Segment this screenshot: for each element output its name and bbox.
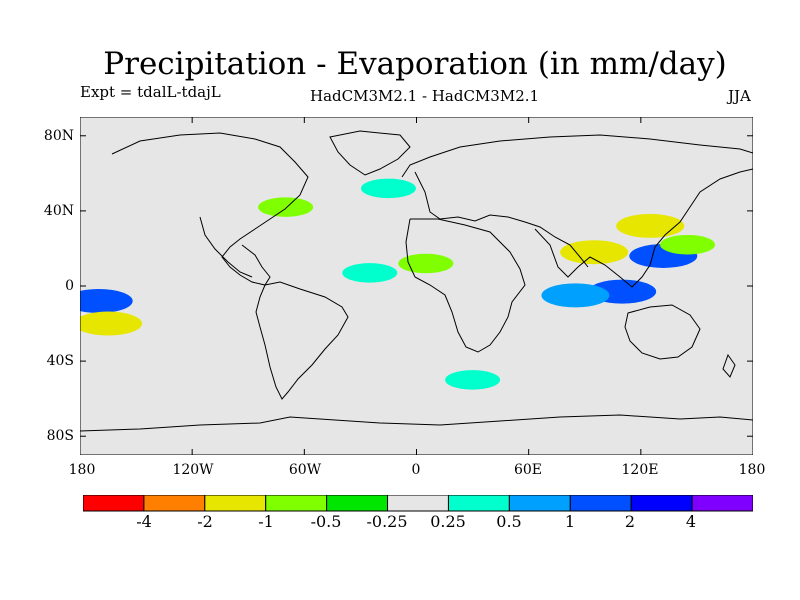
contour-region bbox=[541, 283, 610, 308]
axis-ticks bbox=[80, 117, 753, 455]
colorbar-swatch bbox=[265, 495, 328, 512]
contour-region bbox=[660, 234, 716, 255]
contour-region bbox=[80, 311, 143, 336]
eurasia-coast bbox=[401, 134, 753, 178]
season-label: JJA bbox=[728, 87, 751, 105]
contour-region bbox=[80, 289, 133, 314]
lat-label-80s: 80S bbox=[46, 428, 74, 444]
lon-label-180e: 180 bbox=[738, 462, 766, 478]
new-zealand-coast bbox=[722, 353, 736, 378]
lon-label-60e: 60E bbox=[513, 462, 543, 478]
colorbar bbox=[83, 495, 753, 512]
lon-label-180w: 180 bbox=[68, 462, 96, 478]
contour-region bbox=[560, 240, 629, 265]
lat-label-0: 0 bbox=[65, 278, 74, 294]
experiment-label: Expt = tdalL-tdajL bbox=[80, 83, 221, 101]
lon-label-120e: 120E bbox=[621, 462, 659, 478]
lon-label-60w: 60W bbox=[288, 462, 322, 478]
colorbar-label: 1 bbox=[564, 512, 576, 531]
australia-coast bbox=[624, 304, 701, 360]
colorbar-label: 4 bbox=[685, 512, 697, 531]
map-plot bbox=[80, 117, 753, 455]
model-subtitle: HadCM3M2.1 - HadCM3M2.1 bbox=[310, 87, 540, 105]
contour-region bbox=[616, 213, 685, 238]
asia-south-coast bbox=[534, 168, 753, 288]
colorbar-swatch bbox=[630, 495, 693, 512]
lat-label-80n: 80N bbox=[43, 128, 74, 144]
contour-region bbox=[342, 263, 398, 283]
colorbar-swatch bbox=[326, 495, 389, 512]
colorbar-swatch bbox=[508, 495, 571, 512]
chart-title: Precipitation - Evaporation (in mm/day) bbox=[103, 46, 727, 82]
colorbar-label: 0.5 bbox=[496, 512, 522, 531]
colorbar-swatch bbox=[143, 495, 206, 512]
colorbar-label: -0.5 bbox=[310, 512, 342, 531]
colorbar-label: -4 bbox=[136, 512, 152, 531]
contour-region bbox=[445, 370, 501, 390]
coastlines bbox=[80, 130, 753, 432]
colorbar-swatch bbox=[387, 495, 449, 512]
colorbar-swatch bbox=[691, 495, 753, 512]
central-america-coast bbox=[199, 216, 253, 278]
greenland-coast bbox=[329, 130, 411, 176]
contour-region bbox=[258, 197, 314, 217]
lon-label-120w: 120W bbox=[172, 462, 214, 478]
contour-region bbox=[360, 178, 416, 199]
europe-west-coast bbox=[414, 171, 589, 268]
contour-fills bbox=[80, 178, 716, 390]
lon-label-0: 0 bbox=[411, 462, 421, 478]
colorbar-swatch bbox=[447, 495, 510, 512]
lat-label-40s: 40S bbox=[46, 353, 74, 369]
contour-region bbox=[398, 253, 454, 274]
colorbar-swatch bbox=[204, 495, 267, 512]
antarctica-coast bbox=[80, 414, 753, 432]
south-america-coast bbox=[255, 281, 349, 400]
colorbar-swatch bbox=[569, 495, 632, 512]
colorbar-label: -2 bbox=[197, 512, 213, 531]
lat-label-40n: 40N bbox=[43, 203, 74, 219]
colorbar-swatch bbox=[83, 495, 145, 512]
africa-coast bbox=[405, 218, 526, 353]
colorbar-label: -0.25 bbox=[366, 512, 408, 531]
colorbar-label: 2 bbox=[624, 512, 636, 531]
colorbar-label: -1 bbox=[258, 512, 274, 531]
colorbar-label: 0.25 bbox=[430, 512, 466, 531]
north-america-coast bbox=[111, 132, 309, 286]
